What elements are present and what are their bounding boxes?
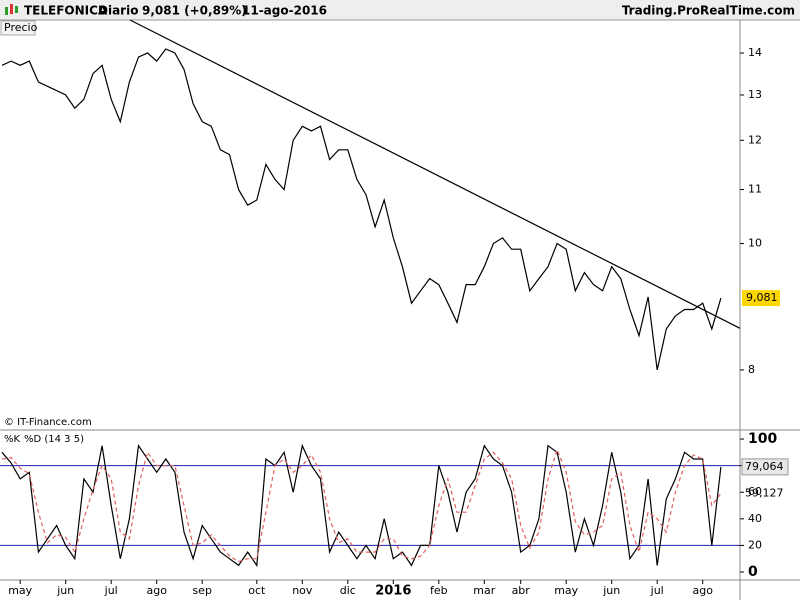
legend-d: %D (14 3 5)	[24, 434, 84, 445]
symbol: TELEFONICA	[24, 4, 108, 18]
trendline	[129, 19, 741, 329]
y-tick-label: 14	[748, 46, 762, 59]
date: 11-ago-2016	[242, 4, 327, 18]
y-tick-label: 100	[748, 431, 777, 447]
x-tick-label: 2016	[375, 584, 411, 599]
site: Trading.ProRealTime.com	[622, 4, 795, 18]
y-tick-label: 11	[748, 183, 762, 196]
x-tick-label: jul	[104, 584, 118, 597]
last-value-label: 59,127	[745, 486, 784, 499]
x-tick-label: sep	[192, 584, 211, 597]
x-tick-label: ago	[692, 584, 713, 597]
y-tick-label: 0	[748, 564, 758, 580]
header-icon	[5, 4, 18, 15]
series-line	[1, 443, 722, 568]
x-tick-label: dic	[340, 584, 356, 597]
last-value-label: 79,064	[745, 460, 784, 473]
y-tick-label: 8	[748, 363, 755, 376]
legend-price: Precio	[4, 21, 38, 34]
x-tick-label: may	[8, 584, 32, 597]
x-tick-label: oct	[248, 584, 266, 597]
x-tick-label: nov	[292, 584, 313, 597]
legend-k: %K	[4, 434, 21, 445]
x-tick-label: jun	[602, 584, 620, 597]
quote: 9,081 (+0,89%)	[142, 4, 247, 18]
x-tick-label: abr	[512, 584, 531, 597]
x-tick-label: feb	[430, 584, 448, 597]
y-tick-label: 40	[748, 512, 762, 525]
y-tick-label: 12	[748, 133, 762, 146]
x-tick-label: mar	[473, 584, 495, 597]
legend-box	[0, 20, 36, 36]
last-value-box	[742, 290, 780, 307]
last-value-label: 9,081	[746, 291, 778, 304]
series-line	[1, 48, 722, 371]
x-tick-label: may	[554, 584, 578, 597]
series-line	[1, 447, 722, 563]
x-tick-label: ago	[146, 584, 167, 597]
y-tick-label: 20	[748, 538, 762, 551]
period: Diario	[98, 4, 138, 18]
last-value-box	[741, 458, 789, 476]
x-tick-label: jun	[56, 584, 74, 597]
y-tick-label: 60	[748, 485, 762, 498]
header-bar	[0, 0, 800, 20]
x-tick-label: jul	[650, 584, 664, 597]
source: © IT-Finance.com	[4, 417, 92, 428]
y-tick-label: 10	[748, 237, 762, 250]
y-tick-label: 13	[748, 88, 762, 101]
